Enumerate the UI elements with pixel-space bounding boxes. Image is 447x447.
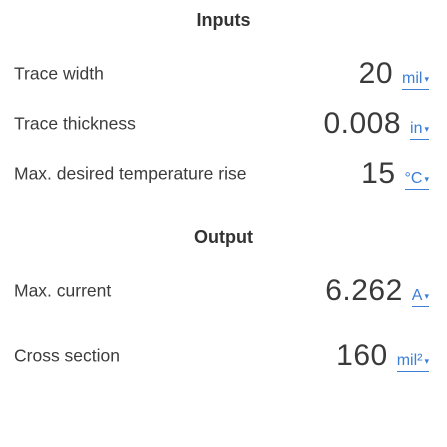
max-current-row: Max. current 6.262 A ▾ xyxy=(0,271,447,311)
trace-thickness-row: Trace thickness 0.008 in ▾ xyxy=(0,104,447,144)
max-current-value: 6.262 xyxy=(325,274,403,307)
cross-section-unit-label: mil² xyxy=(396,352,423,369)
temp-rise-unit-select[interactable]: °C ▾ xyxy=(404,170,429,190)
trace-width-row: Trace width 20 mil ▾ xyxy=(0,54,447,94)
output-section-title: Output xyxy=(194,227,253,247)
trace-thickness-unit-select[interactable]: in ▾ xyxy=(410,120,429,140)
temp-rise-value-group: 15 °C ▾ xyxy=(361,157,429,191)
trace-thickness-input[interactable]: 0.008 xyxy=(323,107,402,140)
cross-section-unit-select[interactable]: mil² ▾ xyxy=(396,352,429,372)
trace-width-unit-label: mil xyxy=(402,70,423,87)
triangle-down-icon: ▾ xyxy=(424,291,429,301)
inputs-section-title: Inputs xyxy=(196,10,251,30)
trace-width-label: Trace width xyxy=(14,63,104,84)
triangle-down-icon: ▾ xyxy=(424,74,429,84)
cross-section-value: 160 xyxy=(336,339,388,372)
trace-thickness-unit-label: in xyxy=(410,120,423,137)
trace-thickness-value-group: 0.008 in ▾ xyxy=(323,107,429,141)
temp-rise-row: Max. desired temperature rise 15 °C ▾ xyxy=(0,154,447,194)
max-current-unit-label: A xyxy=(411,287,423,304)
temp-rise-input[interactable]: 15 xyxy=(361,157,396,190)
temp-rise-label: Max. desired temperature rise xyxy=(14,163,247,184)
temp-rise-unit-label: °C xyxy=(404,170,423,187)
trace-thickness-label: Trace thickness xyxy=(14,113,136,134)
cross-section-row: Cross section 160 mil² ▾ xyxy=(0,336,447,376)
triangle-down-icon: ▾ xyxy=(424,124,429,134)
trace-width-input[interactable]: 20 xyxy=(358,57,394,90)
max-current-unit-select[interactable]: A ▾ xyxy=(411,287,429,307)
cross-section-label: Cross section xyxy=(14,345,121,366)
cross-section-value-group: 160 mil² ▾ xyxy=(336,339,429,373)
triangle-down-icon: ▾ xyxy=(424,356,429,366)
trace-width-unit-select[interactable]: mil ▾ xyxy=(402,70,429,90)
trace-width-value-group: 20 mil ▾ xyxy=(359,57,429,91)
max-current-label: Max. current xyxy=(14,280,112,301)
triangle-down-icon: ▾ xyxy=(424,174,429,184)
max-current-value-group: 6.262 A ▾ xyxy=(325,274,429,308)
